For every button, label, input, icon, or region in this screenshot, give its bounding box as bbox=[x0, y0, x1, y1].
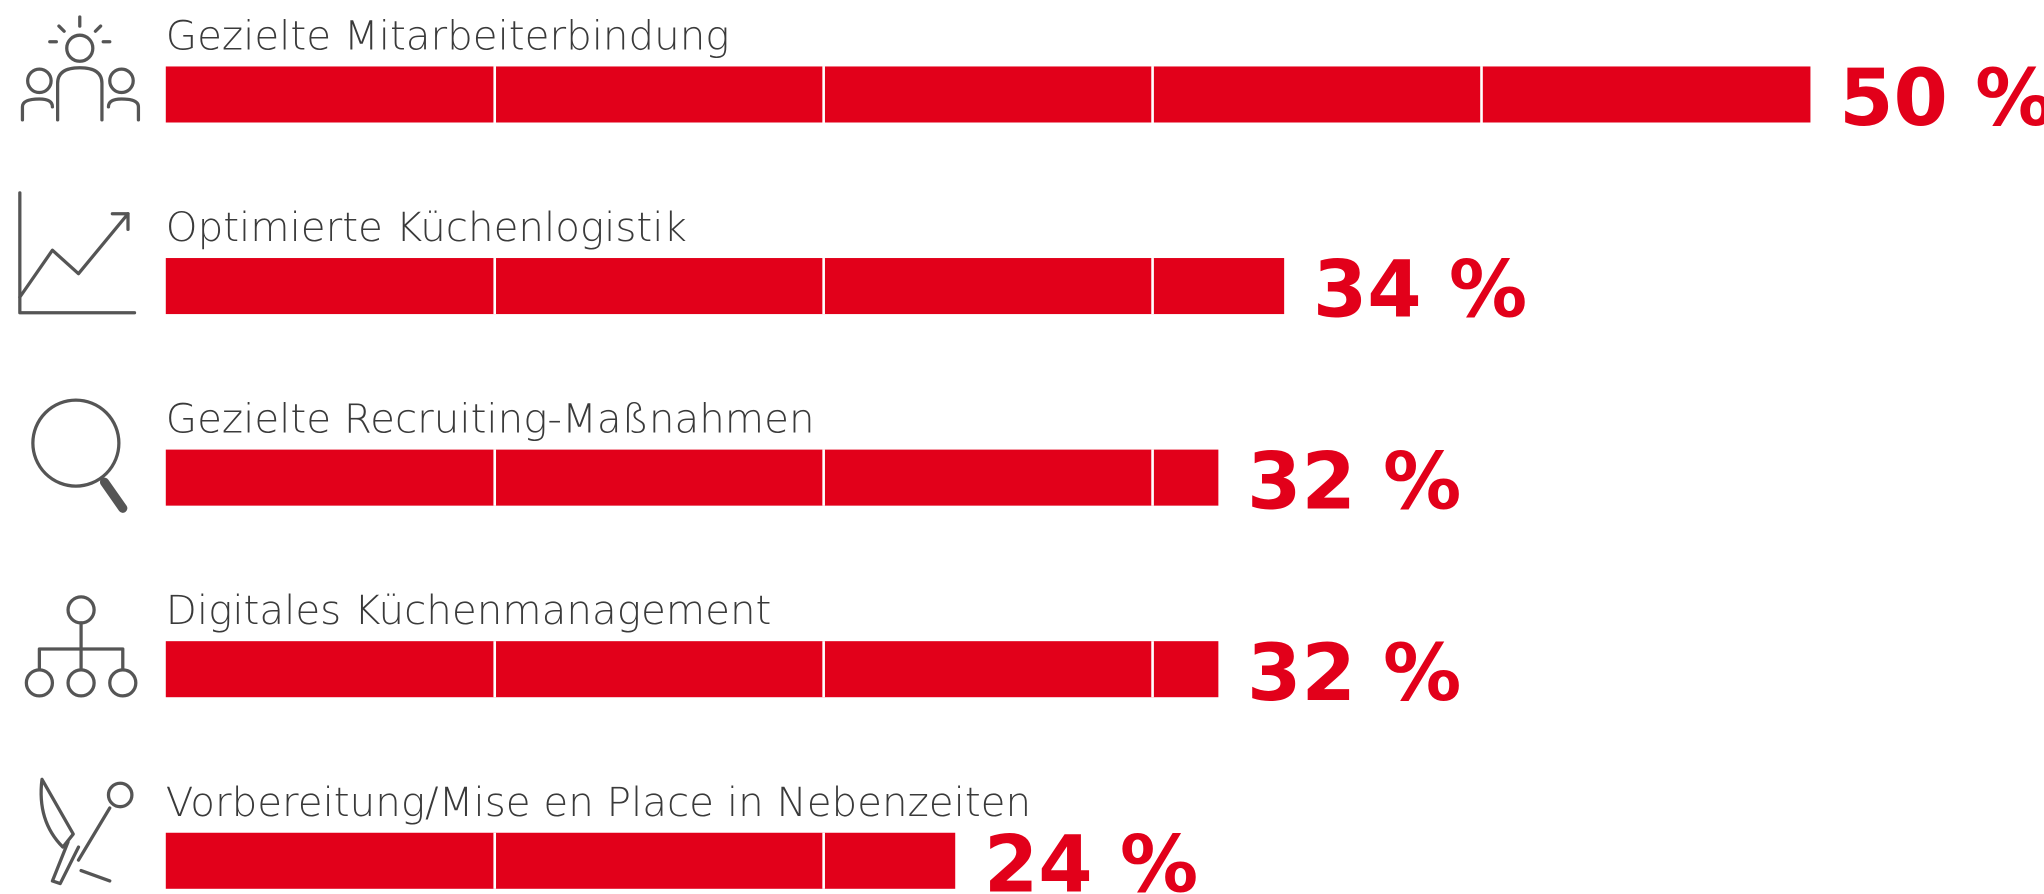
category-label: Digitales Küchenmanagement bbox=[166, 587, 772, 634]
value-label: 32 % bbox=[1247, 436, 1461, 527]
value-label: 34 % bbox=[1313, 245, 1527, 336]
bar bbox=[165, 66, 1811, 123]
icon-chart bbox=[18, 191, 137, 315]
bar bbox=[165, 449, 1219, 506]
icon-people bbox=[20, 15, 141, 122]
category-label: Optimierte Küchenlogistik bbox=[166, 204, 687, 251]
icon-knife bbox=[39, 777, 134, 886]
bar bbox=[165, 258, 1285, 315]
bar bbox=[165, 832, 956, 889]
icon-search bbox=[31, 398, 128, 513]
value-label: 24 % bbox=[984, 819, 1198, 894]
category-label: Gezielte Mitarbeiterbindung bbox=[166, 13, 730, 60]
category-label: Vorbereitung/Mise en Place in Nebenzeite… bbox=[166, 779, 1031, 826]
icon-org bbox=[24, 595, 138, 698]
category-label: Gezielte Recruiting-Maßnahmen bbox=[166, 396, 815, 443]
value-label: 32 % bbox=[1247, 628, 1461, 719]
value-label: 50 % bbox=[1839, 53, 2044, 144]
bar bbox=[165, 641, 1219, 698]
